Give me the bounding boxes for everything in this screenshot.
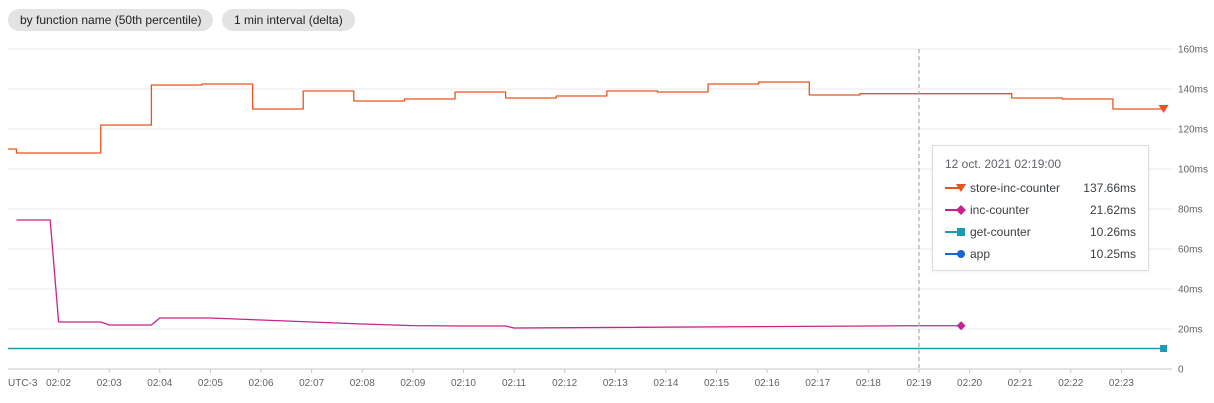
x-tick-label: 02:03 xyxy=(97,378,122,389)
timezone-label: UTC-3 xyxy=(8,378,38,389)
x-tick-label: 02:02 xyxy=(46,378,71,389)
y-tick-label: 80ms xyxy=(1178,205,1202,216)
square-icon xyxy=(945,226,965,238)
y-axis: 0 20ms 40ms 60ms 80ms 100ms 120ms 140ms 160ms xyxy=(1178,45,1208,376)
hover-tooltip: 12 oct. 2021 02:19:00 store-inc-counter … xyxy=(932,145,1149,271)
x-tick-label: 02:16 xyxy=(755,378,780,389)
x-tick-label: 02:14 xyxy=(653,378,678,389)
y-tick-label: 160ms xyxy=(1178,45,1208,56)
series-name: get-counter xyxy=(970,225,1031,239)
tooltip-row-store-inc-counter: store-inc-counter 137.66ms xyxy=(945,177,1136,199)
x-tick-label: 02:23 xyxy=(1109,378,1134,389)
y-tick-label: 60ms xyxy=(1178,245,1202,256)
series-name: inc-counter xyxy=(970,203,1030,217)
y-tick-label: 140ms xyxy=(1178,85,1208,96)
x-tick-label: 02:09 xyxy=(400,378,425,389)
x-tick-label: 02:19 xyxy=(906,378,931,389)
y-tick-label: 20ms xyxy=(1178,325,1202,336)
series-value: 10.25ms xyxy=(1089,247,1136,261)
x-tick-label: 02:06 xyxy=(249,378,274,389)
x-tick-label: 02:08 xyxy=(350,378,375,389)
diamond-icon xyxy=(956,321,966,331)
y-tick-label: 120ms xyxy=(1178,125,1208,136)
tooltip-row-inc-counter: inc-counter 21.62ms xyxy=(945,199,1136,221)
x-tick-label: 02:11 xyxy=(502,378,527,389)
diamond-icon xyxy=(945,204,966,216)
x-tick-label: 02:15 xyxy=(704,378,729,389)
x-tick-label: 02:13 xyxy=(603,378,628,389)
y-tick-label: 0 xyxy=(1178,365,1184,376)
interval-chip[interactable]: 1 min interval (delta) xyxy=(222,9,355,31)
circle-icon xyxy=(945,248,965,260)
tooltip-row-app: app 10.25ms xyxy=(945,243,1136,265)
series-line-store-inc-counter xyxy=(8,81,1164,154)
series-value: 10.26ms xyxy=(1089,225,1136,239)
x-tick-label: 02:04 xyxy=(147,378,172,389)
x-tick-label: 02:20 xyxy=(957,378,982,389)
series-value: 137.66ms xyxy=(1083,181,1136,195)
x-axis: UTC-3 02:02 02:03 02:04 02:05 02:06 02:07 02:08… xyxy=(8,369,1134,389)
series-line-inc-counter xyxy=(16,219,962,329)
x-tick-label: 02:05 xyxy=(198,378,223,389)
x-tick-label: 02:07 xyxy=(299,378,324,389)
x-tick-label: 02:22 xyxy=(1058,378,1083,389)
y-tick-label: 40ms xyxy=(1178,285,1202,296)
x-tick-label: 02:21 xyxy=(1008,378,1033,389)
x-tick-label: 02:10 xyxy=(451,378,476,389)
y-tick-label: 100ms xyxy=(1178,165,1208,176)
x-tick-label: 02:17 xyxy=(805,378,830,389)
series-name: app xyxy=(970,247,991,261)
x-tick-label: 02:12 xyxy=(552,378,577,389)
tooltip-row-get-counter: get-counter 10.26ms xyxy=(945,221,1136,243)
series-name: store-inc-counter xyxy=(970,181,1061,195)
triangle-down-icon xyxy=(1158,105,1169,113)
series xyxy=(8,81,1169,352)
aggregation-chip[interactable]: by function name (50th percentile) xyxy=(8,9,214,31)
x-tick-label: 02:18 xyxy=(856,378,881,389)
square-icon xyxy=(1160,344,1168,352)
tooltip-time: 12 oct. 2021 02:19:00 xyxy=(945,157,1062,171)
triangle-down-icon xyxy=(945,182,966,194)
series-value: 21.62ms xyxy=(1089,203,1136,217)
